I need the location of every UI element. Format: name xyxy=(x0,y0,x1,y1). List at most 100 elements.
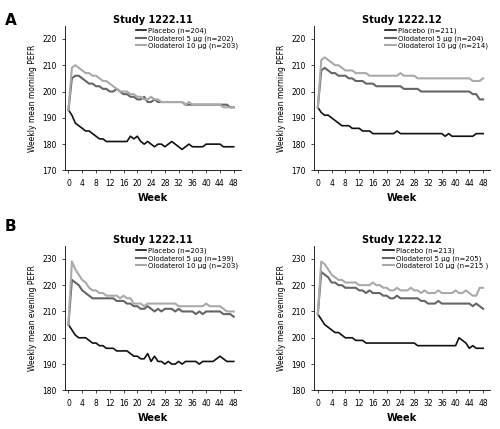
Placebo (n=204) xyxy=(100,136,106,142)
Olodaterol 10 µg (n=203) xyxy=(228,309,234,314)
Placebo (n=211) xyxy=(452,134,458,139)
Olodaterol 10 µg (n=214) xyxy=(370,73,376,79)
Placebo (n=213) xyxy=(346,335,352,340)
Olodaterol 5 µg (n=205) xyxy=(473,301,479,306)
Olodaterol 5 µg (n=205) xyxy=(350,285,356,290)
Olodaterol 10 µg (n=203) xyxy=(148,301,154,306)
Olodaterol 5 µg (n=204) xyxy=(401,86,407,91)
Placebo (n=203) xyxy=(110,346,116,351)
Olodaterol 10 µg (n=203) xyxy=(90,73,96,79)
Olodaterol 10 µg (n=215 ) xyxy=(390,288,396,293)
Olodaterol 10 µg (n=203) xyxy=(193,102,199,107)
Line: Placebo (n=204): Placebo (n=204) xyxy=(68,110,234,149)
Olodaterol 5 µg (n=202) xyxy=(141,94,147,100)
Olodaterol 10 µg (n=203) xyxy=(117,296,123,301)
Placebo (n=213) xyxy=(356,338,362,343)
Olodaterol 5 µg (n=204) xyxy=(476,97,482,102)
Placebo (n=211) xyxy=(370,131,376,136)
Placebo (n=203) xyxy=(230,359,236,364)
Placebo (n=204) xyxy=(114,139,119,144)
Olodaterol 10 µg (n=214) xyxy=(449,76,455,81)
Olodaterol 10 µg (n=203) xyxy=(193,304,199,309)
Olodaterol 10 µg (n=215 ) xyxy=(360,283,366,288)
Olodaterol 10 µg (n=214) xyxy=(414,76,420,81)
Placebo (n=213) xyxy=(463,341,469,346)
Olodaterol 5 µg (n=205) xyxy=(418,298,424,303)
Olodaterol 5 µg (n=205) xyxy=(360,288,366,293)
Olodaterol 10 µg (n=203) xyxy=(152,97,158,102)
Olodaterol 10 µg (n=215 ) xyxy=(432,290,438,296)
Placebo (n=203) xyxy=(90,341,96,346)
Olodaterol 5 µg (n=202) xyxy=(193,102,199,107)
Placebo (n=203) xyxy=(179,362,185,367)
Olodaterol 10 µg (n=203) xyxy=(217,304,223,309)
Olodaterol 10 µg (n=203) xyxy=(172,301,178,306)
Placebo (n=211) xyxy=(404,131,410,136)
Olodaterol 10 µg (n=203) xyxy=(224,309,230,314)
Olodaterol 10 µg (n=215 ) xyxy=(425,290,431,296)
Line: Placebo (n=203): Placebo (n=203) xyxy=(68,325,234,364)
Olodaterol 10 µg (n=214) xyxy=(425,76,431,81)
Olodaterol 5 µg (n=199) xyxy=(124,301,130,306)
Olodaterol 5 µg (n=204) xyxy=(342,73,348,79)
Olodaterol 10 µg (n=203) xyxy=(100,290,106,296)
X-axis label: Week: Week xyxy=(387,193,418,203)
Olodaterol 10 µg (n=214) xyxy=(350,68,356,73)
Olodaterol 5 µg (n=199) xyxy=(220,311,226,317)
Olodaterol 10 µg (n=203) xyxy=(128,91,134,97)
Placebo (n=204) xyxy=(166,142,172,147)
Olodaterol 5 µg (n=205) xyxy=(325,275,331,280)
Olodaterol 5 µg (n=204) xyxy=(422,89,428,94)
Olodaterol 10 µg (n=215 ) xyxy=(466,290,472,296)
Olodaterol 5 µg (n=199) xyxy=(79,288,85,293)
Placebo (n=204) xyxy=(72,121,78,126)
Placebo (n=211) xyxy=(363,128,369,133)
Olodaterol 10 µg (n=203) xyxy=(141,304,147,309)
Olodaterol 5 µg (n=204) xyxy=(436,89,442,94)
Placebo (n=203) xyxy=(66,322,71,327)
Placebo (n=211) xyxy=(446,131,452,136)
Placebo (n=213) xyxy=(360,338,366,343)
Olodaterol 5 µg (n=199) xyxy=(93,296,99,301)
Olodaterol 10 µg (n=215 ) xyxy=(418,290,424,296)
Olodaterol 10 µg (n=203) xyxy=(134,94,140,100)
Olodaterol 5 µg (n=204) xyxy=(352,79,358,84)
Olodaterol 10 µg (n=203) xyxy=(230,105,236,110)
Placebo (n=213) xyxy=(363,341,369,346)
Olodaterol 10 µg (n=215 ) xyxy=(442,290,448,296)
Placebo (n=203) xyxy=(206,359,212,364)
Olodaterol 5 µg (n=204) xyxy=(411,86,417,91)
Olodaterol 10 µg (n=203) xyxy=(203,102,209,107)
Olodaterol 10 µg (n=215 ) xyxy=(370,280,376,285)
X-axis label: Week: Week xyxy=(387,413,418,423)
Olodaterol 10 µg (n=203) xyxy=(190,304,196,309)
Olodaterol 10 µg (n=203) xyxy=(179,304,185,309)
Olodaterol 5 µg (n=204) xyxy=(356,79,362,84)
Olodaterol 10 µg (n=214) xyxy=(366,73,372,79)
Placebo (n=203) xyxy=(158,359,164,364)
Olodaterol 5 µg (n=202) xyxy=(206,102,212,107)
Olodaterol 10 µg (n=214) xyxy=(342,68,348,73)
Placebo (n=204) xyxy=(90,131,96,136)
Olodaterol 5 µg (n=205) xyxy=(336,283,342,288)
Olodaterol 5 µg (n=202) xyxy=(104,86,110,91)
Olodaterol 5 µg (n=199) xyxy=(144,304,150,309)
Olodaterol 10 µg (n=203) xyxy=(172,100,178,105)
Olodaterol 5 µg (n=204) xyxy=(408,86,414,91)
Olodaterol 5 µg (n=204) xyxy=(380,84,386,89)
Placebo (n=213) xyxy=(387,341,393,346)
Olodaterol 10 µg (n=215 ) xyxy=(318,259,324,264)
Olodaterol 5 µg (n=199) xyxy=(190,309,196,314)
Placebo (n=203) xyxy=(104,346,110,351)
Olodaterol 10 µg (n=214) xyxy=(377,73,383,79)
Olodaterol 5 µg (n=202) xyxy=(144,100,150,105)
Olodaterol 5 µg (n=205) xyxy=(446,301,452,306)
Placebo (n=211) xyxy=(480,131,486,136)
Placebo (n=213) xyxy=(460,338,466,343)
Placebo (n=211) xyxy=(332,118,338,123)
Olodaterol 10 µg (n=203) xyxy=(186,100,192,105)
Olodaterol 5 µg (n=202) xyxy=(110,89,116,94)
Olodaterol 5 µg (n=202) xyxy=(230,105,236,110)
Olodaterol 5 µg (n=202) xyxy=(182,102,188,107)
Olodaterol 5 µg (n=205) xyxy=(384,293,390,298)
